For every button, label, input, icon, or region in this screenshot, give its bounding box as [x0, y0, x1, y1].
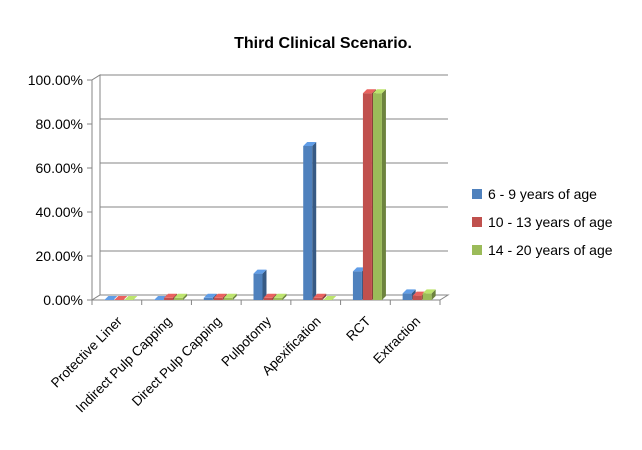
bar: [323, 296, 337, 300]
bar: [223, 293, 237, 300]
gridline: [91, 74, 448, 81]
legend-label: 14 - 20 years of age: [488, 242, 613, 258]
bars: [104, 89, 436, 300]
bar: [303, 142, 317, 300]
gridlines: [91, 74, 448, 301]
bar: [114, 296, 128, 300]
legend-swatch: [472, 245, 482, 255]
axes: [87, 74, 450, 305]
y-tick-label: 80.00%: [36, 116, 83, 132]
legend-swatch: [472, 217, 482, 227]
bar: [154, 296, 168, 300]
bar: [422, 289, 436, 300]
y-tick-label: 40.00%: [36, 204, 83, 220]
x-tick-label: Indirect Pulp Capping: [73, 314, 175, 416]
bar: [174, 293, 188, 300]
x-tick-label: Extraction: [370, 314, 423, 367]
y-tick-label: 100.00%: [28, 72, 83, 88]
chart-title: Third Clinical Scenario.: [234, 35, 412, 52]
side-wall: [91, 74, 101, 301]
bar: [372, 89, 386, 300]
y-tick-label: 60.00%: [36, 160, 83, 176]
bar: [273, 293, 287, 300]
bar: [124, 296, 138, 300]
y-tick-labels: 0.00% 20.00% 40.00% 60.00% 80.00% 100.00%: [28, 72, 83, 308]
legend-label: 6 - 9 years of age: [488, 186, 597, 202]
gridline: [91, 250, 448, 257]
gridline: [91, 206, 448, 213]
bar: [253, 269, 267, 300]
y-tick-label: 0.00%: [43, 292, 83, 308]
x-tick-label: Direct Pulp Capping: [129, 314, 225, 410]
legend: 6 - 9 years of age 10 - 13 years of age 14…: [472, 186, 613, 258]
gridline: [91, 162, 448, 169]
gridline: [91, 118, 448, 125]
y-tick-label: 20.00%: [36, 248, 83, 264]
x-tick-label: RCT: [343, 314, 373, 344]
legend-label: 10 - 13 years of age: [488, 214, 613, 230]
bar: [104, 296, 118, 300]
bar: [313, 293, 327, 300]
legend-swatch: [472, 189, 482, 199]
